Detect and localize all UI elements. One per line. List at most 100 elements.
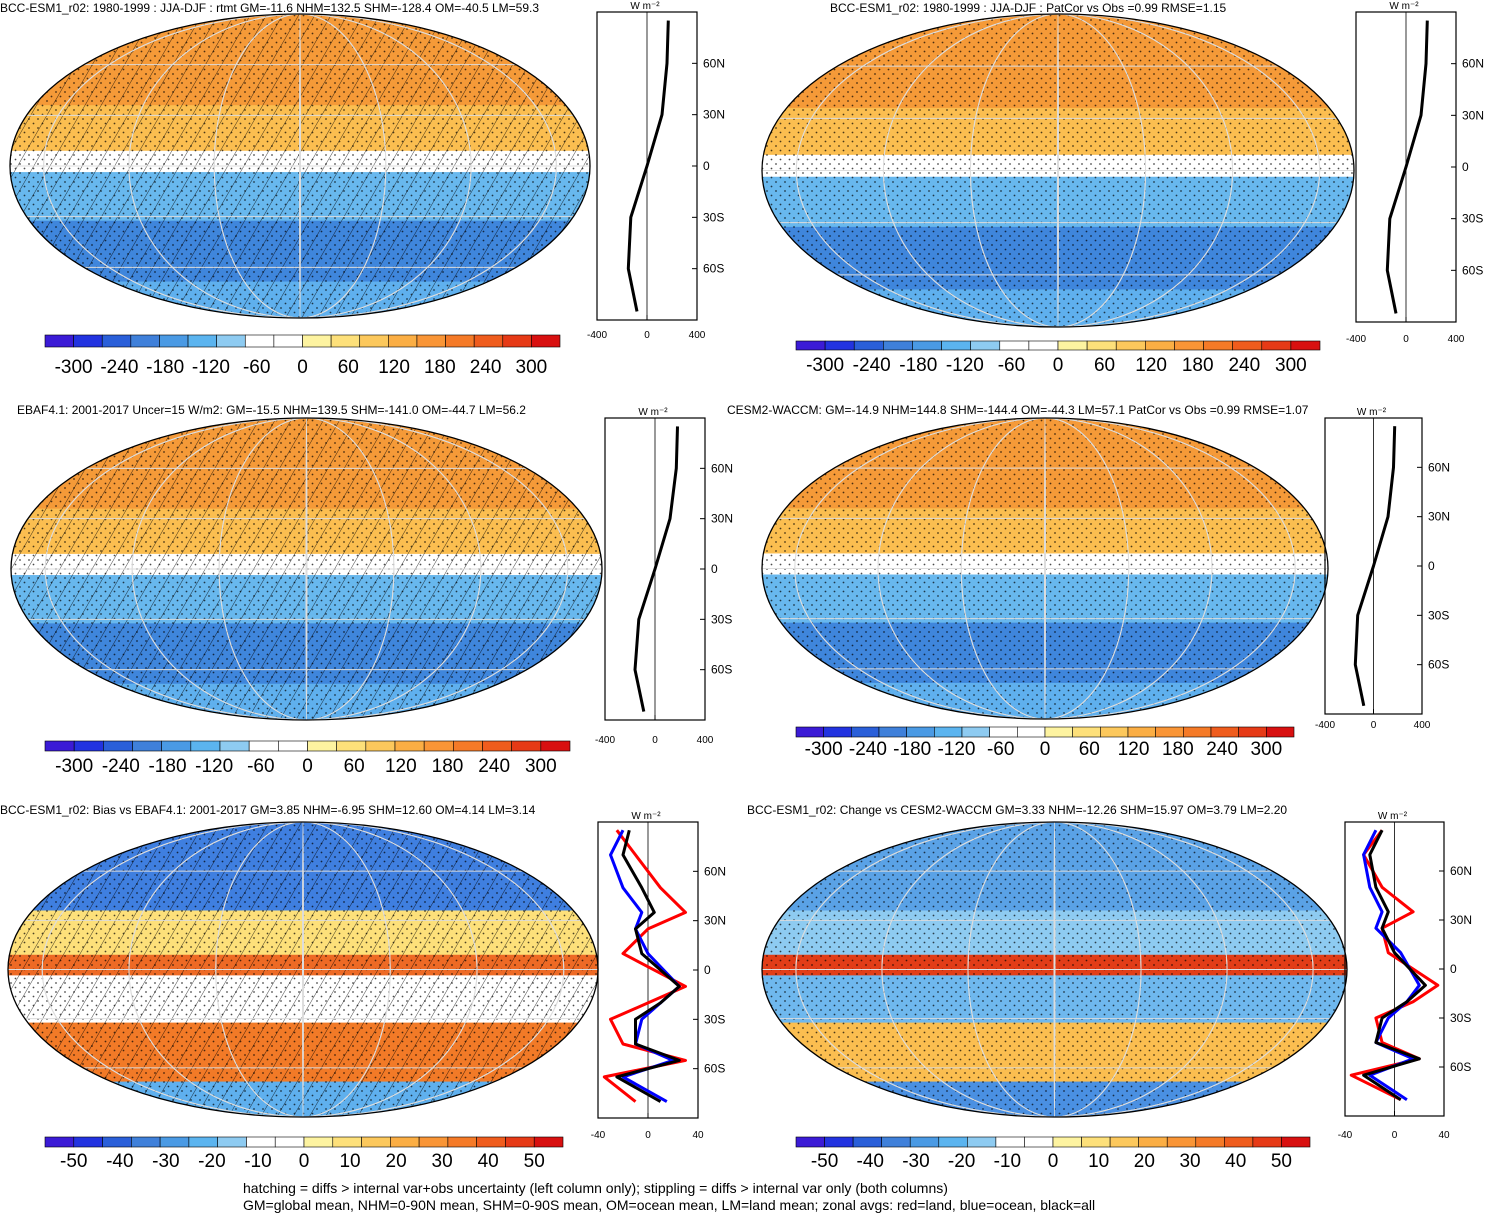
lat-tick-label: 30N [703, 108, 725, 122]
x-tick-label: 400 [1448, 334, 1465, 345]
graticule-lon [215, 822, 391, 1117]
zonal-p4: -400 0 400 W m⁻² 60N 30N 0 30S 60S [1315, 407, 1450, 731]
colorbar-tick-label: 180 [423, 357, 456, 378]
colorbar-swatch [1044, 726, 1073, 738]
x-tick-label: 0 [1403, 334, 1409, 345]
lat-tick-label: 30S [703, 210, 724, 224]
lat-tick-label: 30S [1428, 608, 1449, 622]
zonal-series-line [1362, 829, 1421, 1101]
colorbar-swatch [995, 1136, 1025, 1148]
colorbar-tick-label: 240 [1206, 739, 1238, 760]
lat-tick-label: 0 [703, 159, 710, 173]
panel-title: BCC-ESM1_r02: Change vs CESM2-WACCM GM=3… [747, 803, 1288, 817]
colorbar-tick-label: 60 [337, 357, 359, 378]
colorbar-swatch [853, 340, 884, 351]
colorbar-p5 [44, 1136, 564, 1148]
lat-tick-label: 60N [1462, 57, 1484, 71]
graticule-lon [1053, 822, 1056, 1117]
lat-tick-label: 30S [1450, 1011, 1471, 1025]
colorbar-tick-label: 300 [1250, 739, 1283, 760]
zonal-p6: -40 0 40 W m⁻² 60N 30N 0 30S 60S [1338, 811, 1472, 1141]
zonal-series-line [602, 829, 687, 1103]
x-tick-label: -400 [595, 735, 615, 746]
x-tick-label: 400 [1414, 720, 1431, 731]
colorbar-swatch [1210, 726, 1239, 738]
colorbar-swatch [246, 1136, 276, 1148]
colorbar-tick-label: -20 [947, 1151, 976, 1172]
colorbar-swatch [330, 334, 361, 348]
colorbar-tick-label: 240 [478, 756, 511, 777]
x-tick-label: 0 [652, 735, 658, 746]
colorbar-swatch [1057, 340, 1088, 351]
colorbar-swatch [795, 726, 824, 738]
colorbar-tick-label: 300 [515, 357, 548, 378]
colorbar-swatch [248, 740, 279, 752]
colorbar-tick-label: -40 [106, 1151, 134, 1172]
zonal-series-line [633, 426, 679, 712]
graticule-lon [131, 418, 482, 720]
colorbar-tick-label: -60 [986, 739, 1015, 760]
colorbar-swatch [44, 1136, 75, 1148]
colorbar-swatch [1261, 340, 1292, 351]
colorbar-swatch [883, 340, 913, 351]
lat-tick-label: 60S [703, 262, 724, 276]
colorbar-swatch [303, 1136, 334, 1148]
colorbar-tick-label: -10 [244, 1151, 272, 1172]
colorbar-swatch [967, 1136, 997, 1148]
colorbar-p4 [795, 726, 1295, 738]
colorbar-tick-label: 30 [1179, 1151, 1201, 1172]
colorbar-tick-label: 0 [1052, 355, 1064, 376]
zonal-p5: -40 0 40 W m⁻² 60N 30N 0 30S 60S [591, 811, 726, 1141]
x-tick-label: 0 [1371, 720, 1377, 731]
colorbar-swatch [101, 334, 132, 348]
colorbar-swatch [531, 334, 561, 348]
colorbar-tick-label: 0 [297, 357, 308, 378]
lat-tick-label: 60N [1450, 864, 1472, 878]
lat-tick-label: 0 [704, 963, 711, 977]
colorbar-swatch [1115, 340, 1146, 351]
colorbar-swatch [1281, 1136, 1311, 1148]
colorbar-tick-label: 120 [384, 756, 417, 777]
unit-label: W m⁻² [631, 811, 661, 822]
colorbar-tick-label: -300 [806, 355, 845, 376]
colorbar-swatch [1290, 340, 1321, 351]
colorbar-tick-label: 240 [1228, 355, 1261, 376]
colorbar-swatch [851, 726, 880, 738]
graticule-lon [1044, 418, 1046, 719]
colorbar-swatch [881, 1136, 911, 1148]
colorbar-swatch [533, 1136, 564, 1148]
colorbar-tick-label: 20 [385, 1151, 407, 1172]
colorbar-swatch [1224, 1136, 1254, 1148]
zonal-series-line [1385, 20, 1429, 314]
colorbar-swatch [336, 740, 367, 752]
colorbar-swatch [73, 334, 103, 348]
map-p6 [761, 821, 1348, 1118]
colorbar-swatch [906, 726, 935, 738]
colorbar-tick-label: 50 [523, 1151, 545, 1172]
x-tick-label: 40 [1438, 1130, 1450, 1141]
map-outline [761, 13, 1355, 328]
graticule-lon [302, 822, 304, 1117]
colorbar-swatch [73, 1136, 103, 1148]
colorbar-tick-label: 0 [1047, 1151, 1059, 1172]
colorbar-swatch [453, 740, 483, 752]
colorbar-swatch [217, 1136, 247, 1148]
colorbar-tick-label: -120 [945, 355, 984, 376]
map-outline [10, 417, 603, 721]
lat-tick-label: 30N [711, 512, 733, 526]
colorbar-tick-label: 30 [431, 1151, 453, 1172]
colorbar-tick-label: -240 [101, 756, 140, 777]
colorbar-tick-label: -240 [852, 355, 891, 376]
colorbar-tick-label: -300 [55, 756, 94, 777]
colorbar-swatch [44, 740, 75, 752]
lat-tick-label: 0 [1428, 559, 1435, 573]
colorbar-swatch [941, 340, 971, 351]
colorbar-tick-label: -300 [54, 357, 93, 378]
colorbar-swatch [934, 726, 963, 738]
colorbar-p1 [44, 334, 561, 348]
colorbar-tick-label: 20 [1133, 1151, 1155, 1172]
colorbar-swatch [1072, 726, 1101, 738]
colorbar-swatch [878, 726, 907, 738]
colorbar-tick-label: -180 [148, 756, 187, 777]
colorbar-swatch [1195, 1136, 1225, 1148]
